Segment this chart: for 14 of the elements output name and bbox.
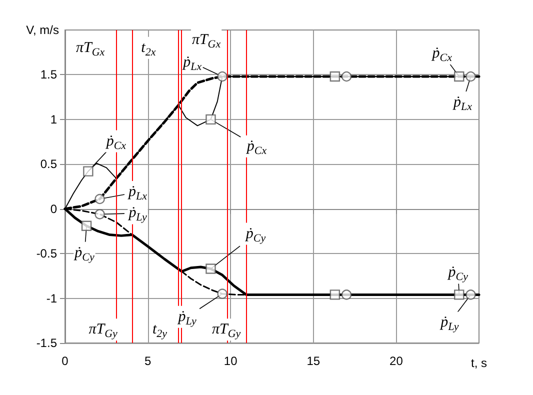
x-tick-label: 0 bbox=[62, 354, 69, 368]
y-tick-label: 0.5 bbox=[40, 157, 58, 172]
x-tick-label: 15 bbox=[306, 354, 320, 368]
x-tick-label: 10 bbox=[224, 354, 238, 368]
y-tick-label: 1 bbox=[50, 112, 58, 126]
y-tick-label: 1.5 bbox=[40, 68, 58, 82]
y-tick-label: 0 bbox=[50, 202, 58, 216]
y-tick-label: -1.5 bbox=[36, 336, 58, 350]
y-tick-label: -1 bbox=[46, 291, 58, 306]
x-tick-label: 20 bbox=[390, 354, 404, 368]
x-tick-label: 5 bbox=[144, 354, 152, 368]
y-axis-title: V, m/s bbox=[26, 23, 59, 37]
y-tick-label: -0.5 bbox=[36, 246, 58, 261]
x-axis-title: t, s bbox=[470, 356, 488, 370]
